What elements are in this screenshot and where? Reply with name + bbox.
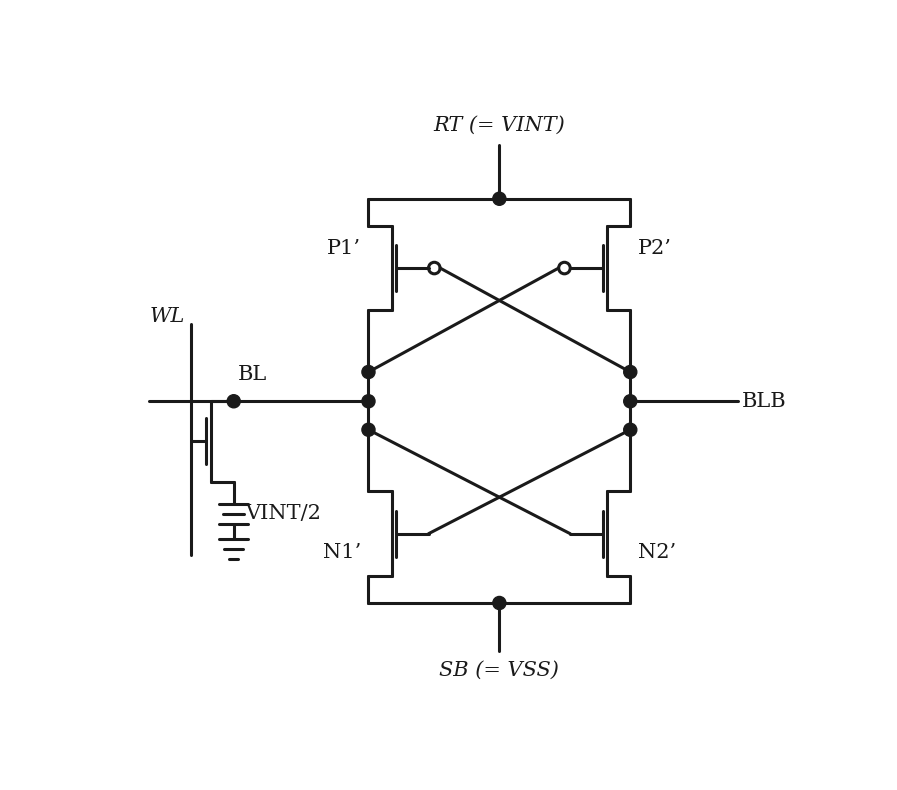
Circle shape bbox=[361, 366, 375, 378]
Text: P1’: P1’ bbox=[327, 239, 361, 258]
Circle shape bbox=[492, 596, 506, 610]
Circle shape bbox=[492, 192, 506, 205]
Text: VINT/2: VINT/2 bbox=[245, 504, 321, 523]
Text: SB (= VSS): SB (= VSS) bbox=[440, 660, 560, 679]
Text: N1’: N1’ bbox=[323, 544, 361, 562]
Text: P2’: P2’ bbox=[638, 239, 672, 258]
Circle shape bbox=[227, 395, 240, 408]
Circle shape bbox=[623, 395, 637, 408]
Text: N2’: N2’ bbox=[638, 544, 676, 562]
Text: RT (= VINT): RT (= VINT) bbox=[433, 116, 565, 135]
Circle shape bbox=[623, 423, 637, 436]
Circle shape bbox=[361, 395, 375, 408]
Text: WL: WL bbox=[150, 307, 185, 326]
Circle shape bbox=[361, 423, 375, 436]
Text: BLB: BLB bbox=[742, 392, 787, 411]
Circle shape bbox=[623, 366, 637, 378]
Text: BL: BL bbox=[238, 365, 266, 384]
